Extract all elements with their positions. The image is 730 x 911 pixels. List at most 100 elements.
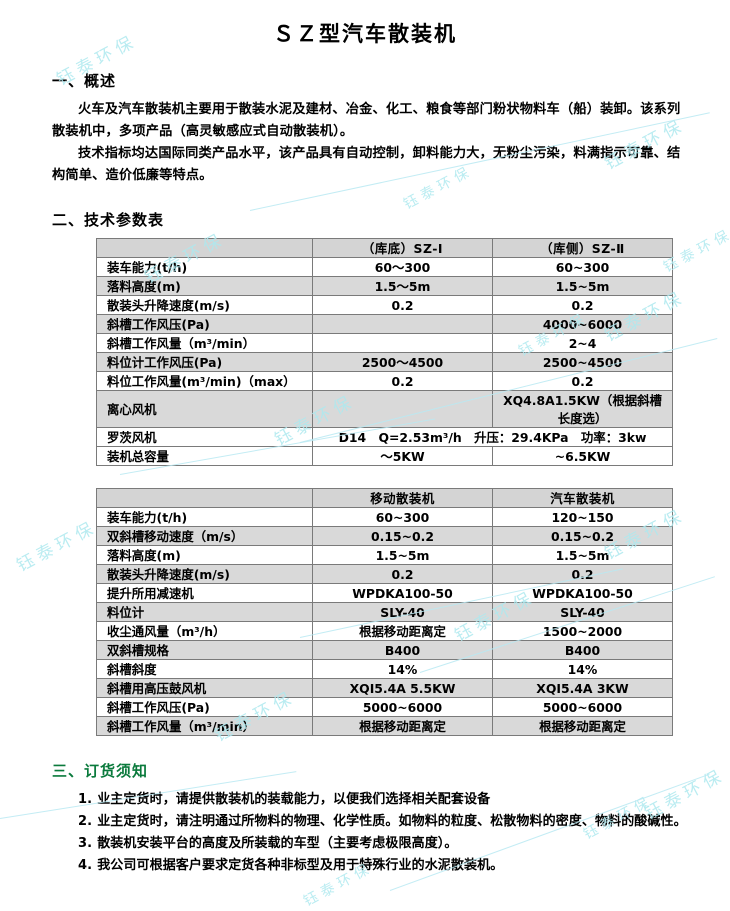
cell-value-a: 1.5～5m — [312, 276, 493, 296]
table-row: 落料高度(m) 1.5~5m 1.5~5m — [96, 545, 673, 565]
cell-value-b: WPDKA100-50 — [492, 583, 673, 603]
table-row: 散装头升降速度(m/s) 0.2 0.2 — [96, 295, 673, 315]
cell-value-b: XQI5.4A 3KW — [492, 678, 673, 698]
cell-value-a: 0.15~0.2 — [312, 526, 493, 546]
cell-value-b: 60~300 — [492, 257, 673, 277]
order-note-list: 1. 业主定货时，请提供散装机的装载能力，以便我们选择相关配套设备 2. 业主定货时… — [0, 789, 730, 877]
order-notice-section: 三、订货须知 1. 业主定货时，请提供散装机的装载能力，以便我们选择相关配套设备 … — [0, 760, 730, 877]
cell-value-a: 根据移动距离定 — [312, 621, 493, 641]
table-header-row: （库底）SZ-Ⅰ （库侧）SZ-Ⅱ — [96, 238, 673, 258]
section-heading-specs: 二、技术参数表 — [52, 211, 165, 229]
table-row: 装车能力(t/h) 60～300 60~300 — [96, 257, 673, 277]
row-label: 离心风机 — [96, 390, 313, 428]
row-label: 斜槽用高压鼓风机 — [96, 678, 313, 698]
table-row: 双斜槽移动速度（m/s） 0.15~0.2 0.15~0.2 — [96, 526, 673, 546]
note-text: 散装机安装平台的高度及所装载的车型（主要考虑极限高度）。 — [97, 836, 458, 851]
row-label: 斜槽工作风量（m³/min） — [96, 333, 313, 353]
note-number: 1. — [78, 792, 93, 807]
cell-value-a: 根据移动距离定 — [312, 716, 493, 736]
cell-value-b: 2~4 — [492, 333, 673, 353]
cell-value-b: 0.2 — [492, 564, 673, 584]
column-header-mobile: 移动散装机 — [312, 488, 493, 508]
table-row: 斜槽工作风压(Pa) 5000~6000 5000~6000 — [96, 697, 673, 717]
table-row: 料位计工作风压(Pa) 2500～4500 2500~4500 — [96, 352, 673, 372]
cell-value-b: 1500~2000 — [492, 621, 673, 641]
table-header-row: 移动散装机 汽车散装机 — [96, 488, 673, 508]
row-label: 散装头升降速度(m/s) — [96, 564, 313, 584]
row-label: 装车能力(t/h) — [96, 257, 313, 277]
cell-value-a: WPDKA100-50 — [312, 583, 493, 603]
row-label: 双斜槽规格 — [96, 640, 313, 660]
row-label: 装机总容量 — [96, 446, 313, 466]
cell-value-b: ~6.5KW — [492, 446, 673, 466]
cell-value-a: 5000~6000 — [312, 697, 493, 717]
column-header-label — [96, 238, 313, 258]
row-label: 料位工作风量(m³/min)（max） — [96, 371, 313, 391]
spec-table-1-wrapper: （库底）SZ-Ⅰ （库侧）SZ-Ⅱ 装车能力(t/h) 60～300 60~30… — [0, 238, 730, 466]
row-label: 料位计工作风压(Pa) — [96, 352, 313, 372]
row-label: 斜槽工作风压(Pa) — [96, 697, 313, 717]
row-label: 料位计 — [96, 602, 313, 622]
cell-value-a — [312, 390, 493, 428]
table-row: 斜槽斜度 14% 14% — [96, 659, 673, 679]
note-text: 我公司可根据客户要求定货各种非标型及用于特殊行业的水泥散装机。 — [97, 858, 504, 873]
note-text: 业主定货时，请注明通过所物料的物理、化学性质。如物料的粒度、松散物料的密度、物料… — [97, 814, 687, 829]
cell-value-b: 120~150 — [492, 507, 673, 527]
page-title: ＳＺ型汽车散装机 — [273, 21, 457, 46]
row-label: 斜槽工作风压(Pa) — [96, 314, 313, 334]
row-label: 收尘通风量（m³/h） — [96, 621, 313, 641]
row-label: 装车能力(t/h) — [96, 507, 313, 527]
cell-value-b: 0.2 — [492, 371, 673, 391]
table-row: 装机总容量 ～5KW ~6.5KW — [96, 446, 673, 466]
table-row: 斜槽工作风量（m³/min） 2~4 — [96, 333, 673, 353]
cell-value-b: 0.15~0.2 — [492, 526, 673, 546]
row-label: 罗茨风机 — [96, 427, 313, 447]
list-item: 3. 散装机安装平台的高度及所装载的车型（主要考虑极限高度）。 — [52, 833, 700, 855]
cell-value-b: 5000~6000 — [492, 697, 673, 717]
row-label: 散装头升降速度(m/s) — [96, 295, 313, 315]
column-header-label — [96, 488, 313, 508]
row-label: 落料高度(m) — [96, 545, 313, 565]
cell-value-b: 2500~4500 — [492, 352, 673, 372]
spec-table-2: 移动散装机 汽车散装机 装车能力(t/h) 60~300 120~150 双斜槽… — [96, 488, 673, 736]
row-label: 双斜槽移动速度（m/s） — [96, 526, 313, 546]
table-row: 装车能力(t/h) 60~300 120~150 — [96, 507, 673, 527]
cell-value-a: XQI5.4A 5.5KW — [312, 678, 493, 698]
table-row: 斜槽用高压鼓风机 XQI5.4A 5.5KW XQI5.4A 3KW — [96, 678, 673, 698]
note-text: 业主定货时，请提供散装机的装载能力，以便我们选择相关配套设备 — [97, 792, 491, 807]
cell-value-span: D14 Q=2.53m³/h 升压：29.4KPa 功率：3kw — [312, 427, 673, 447]
cell-value-a — [312, 314, 493, 334]
spec-table-2-wrapper: 移动散装机 汽车散装机 装车能力(t/h) 60~300 120~150 双斜槽… — [0, 488, 730, 736]
cell-value-a: 60~300 — [312, 507, 493, 527]
cell-value-b: 1.5~5m — [492, 276, 673, 296]
table-row: 斜槽工作风压(Pa) 4000~6000 — [96, 314, 673, 334]
overview-paragraph: 技术指标均达国际同类产品水平，该产品具有自动控制，卸料能力大，无粉尘污染，料满指… — [52, 146, 681, 183]
cell-value-a: ～5KW — [312, 446, 493, 466]
table-row: 双斜槽规格 B400 B400 — [96, 640, 673, 660]
list-item: 2. 业主定货时，请注明通过所物料的物理、化学性质。如物料的粒度、松散物料的密度、… — [52, 811, 700, 833]
cell-value-a: 0.2 — [312, 564, 493, 584]
cell-value-b: XQ4.8A1.5KW（根据斜槽长度选） — [492, 390, 673, 428]
row-label: 提升所用减速机 — [96, 583, 313, 603]
table-row: 离心风机 XQ4.8A1.5KW（根据斜槽长度选） — [96, 390, 673, 428]
cell-value-a: 60～300 — [312, 257, 493, 277]
column-header-sz2: （库侧）SZ-Ⅱ — [492, 238, 673, 258]
table-row: 落料高度(m) 1.5～5m 1.5~5m — [96, 276, 673, 296]
table-row: 斜槽工作风量（m³/min） 根据移动距离定 根据移动距离定 — [96, 716, 673, 736]
table-row: 提升所用减速机 WPDKA100-50 WPDKA100-50 — [96, 583, 673, 603]
cell-value-b: B400 — [492, 640, 673, 660]
table-row: 散装头升降速度(m/s) 0.2 0.2 — [96, 564, 673, 584]
note-number: 4. — [78, 858, 93, 873]
table-row: 罗茨风机 D14 Q=2.53m³/h 升压：29.4KPa 功率：3kw — [96, 427, 673, 447]
cell-value-b: 1.5~5m — [492, 545, 673, 565]
cell-value-a: SLY-40 — [312, 602, 493, 622]
cell-value-b: 根据移动距离定 — [492, 716, 673, 736]
list-item: 4. 我公司可根据客户要求定货各种非标型及用于特殊行业的水泥散装机。 — [52, 855, 700, 877]
document-page: ＳＺ型汽车散装机 一、概述 火车及汽车散装机主要用于散装水泥及建材、冶金、化工、… — [0, 12, 730, 902]
list-item: 1. 业主定货时，请提供散装机的装载能力，以便我们选择相关配套设备 — [52, 789, 700, 811]
note-number: 2. — [78, 814, 93, 829]
cell-value-b: SLY-40 — [492, 602, 673, 622]
column-header-truck: 汽车散装机 — [492, 488, 673, 508]
row-label: 斜槽工作风量（m³/min） — [96, 716, 313, 736]
cell-value-a: 0.2 — [312, 371, 493, 391]
